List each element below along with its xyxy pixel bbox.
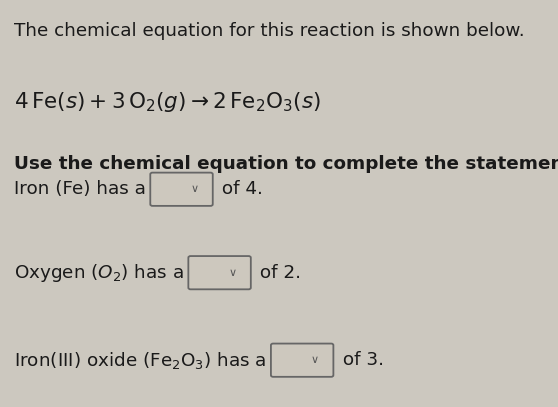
FancyBboxPatch shape — [150, 173, 213, 206]
FancyBboxPatch shape — [189, 256, 251, 289]
Text: ∨: ∨ — [228, 268, 237, 278]
Text: of 4.: of 4. — [216, 180, 263, 198]
Text: of 2.: of 2. — [254, 264, 301, 282]
Text: Iron (Fe) has a: Iron (Fe) has a — [14, 180, 146, 198]
Text: Iron(III) oxide $(\mathrm{Fe}_2\mathrm{O}_3)$ has a: Iron(III) oxide $(\mathrm{Fe}_2\mathrm{O… — [14, 350, 267, 371]
Text: ∨: ∨ — [190, 184, 198, 194]
Text: Use the chemical equation to complete the statements.: Use the chemical equation to complete th… — [14, 155, 558, 173]
FancyBboxPatch shape — [271, 344, 333, 377]
Text: Oxygen $(O_2)$ has a: Oxygen $(O_2)$ has a — [14, 262, 184, 284]
Text: $4\,\mathrm{Fe}(s) + 3\,\mathrm{O}_2(g) \rightarrow 2\,\mathrm{Fe}_2\mathrm{O}_3: $4\,\mathrm{Fe}(s) + 3\,\mathrm{O}_2(g) … — [14, 90, 321, 114]
Text: of 3.: of 3. — [336, 351, 384, 369]
Text: The chemical equation for this reaction is shown below.: The chemical equation for this reaction … — [14, 22, 525, 40]
Text: ∨: ∨ — [311, 355, 319, 365]
